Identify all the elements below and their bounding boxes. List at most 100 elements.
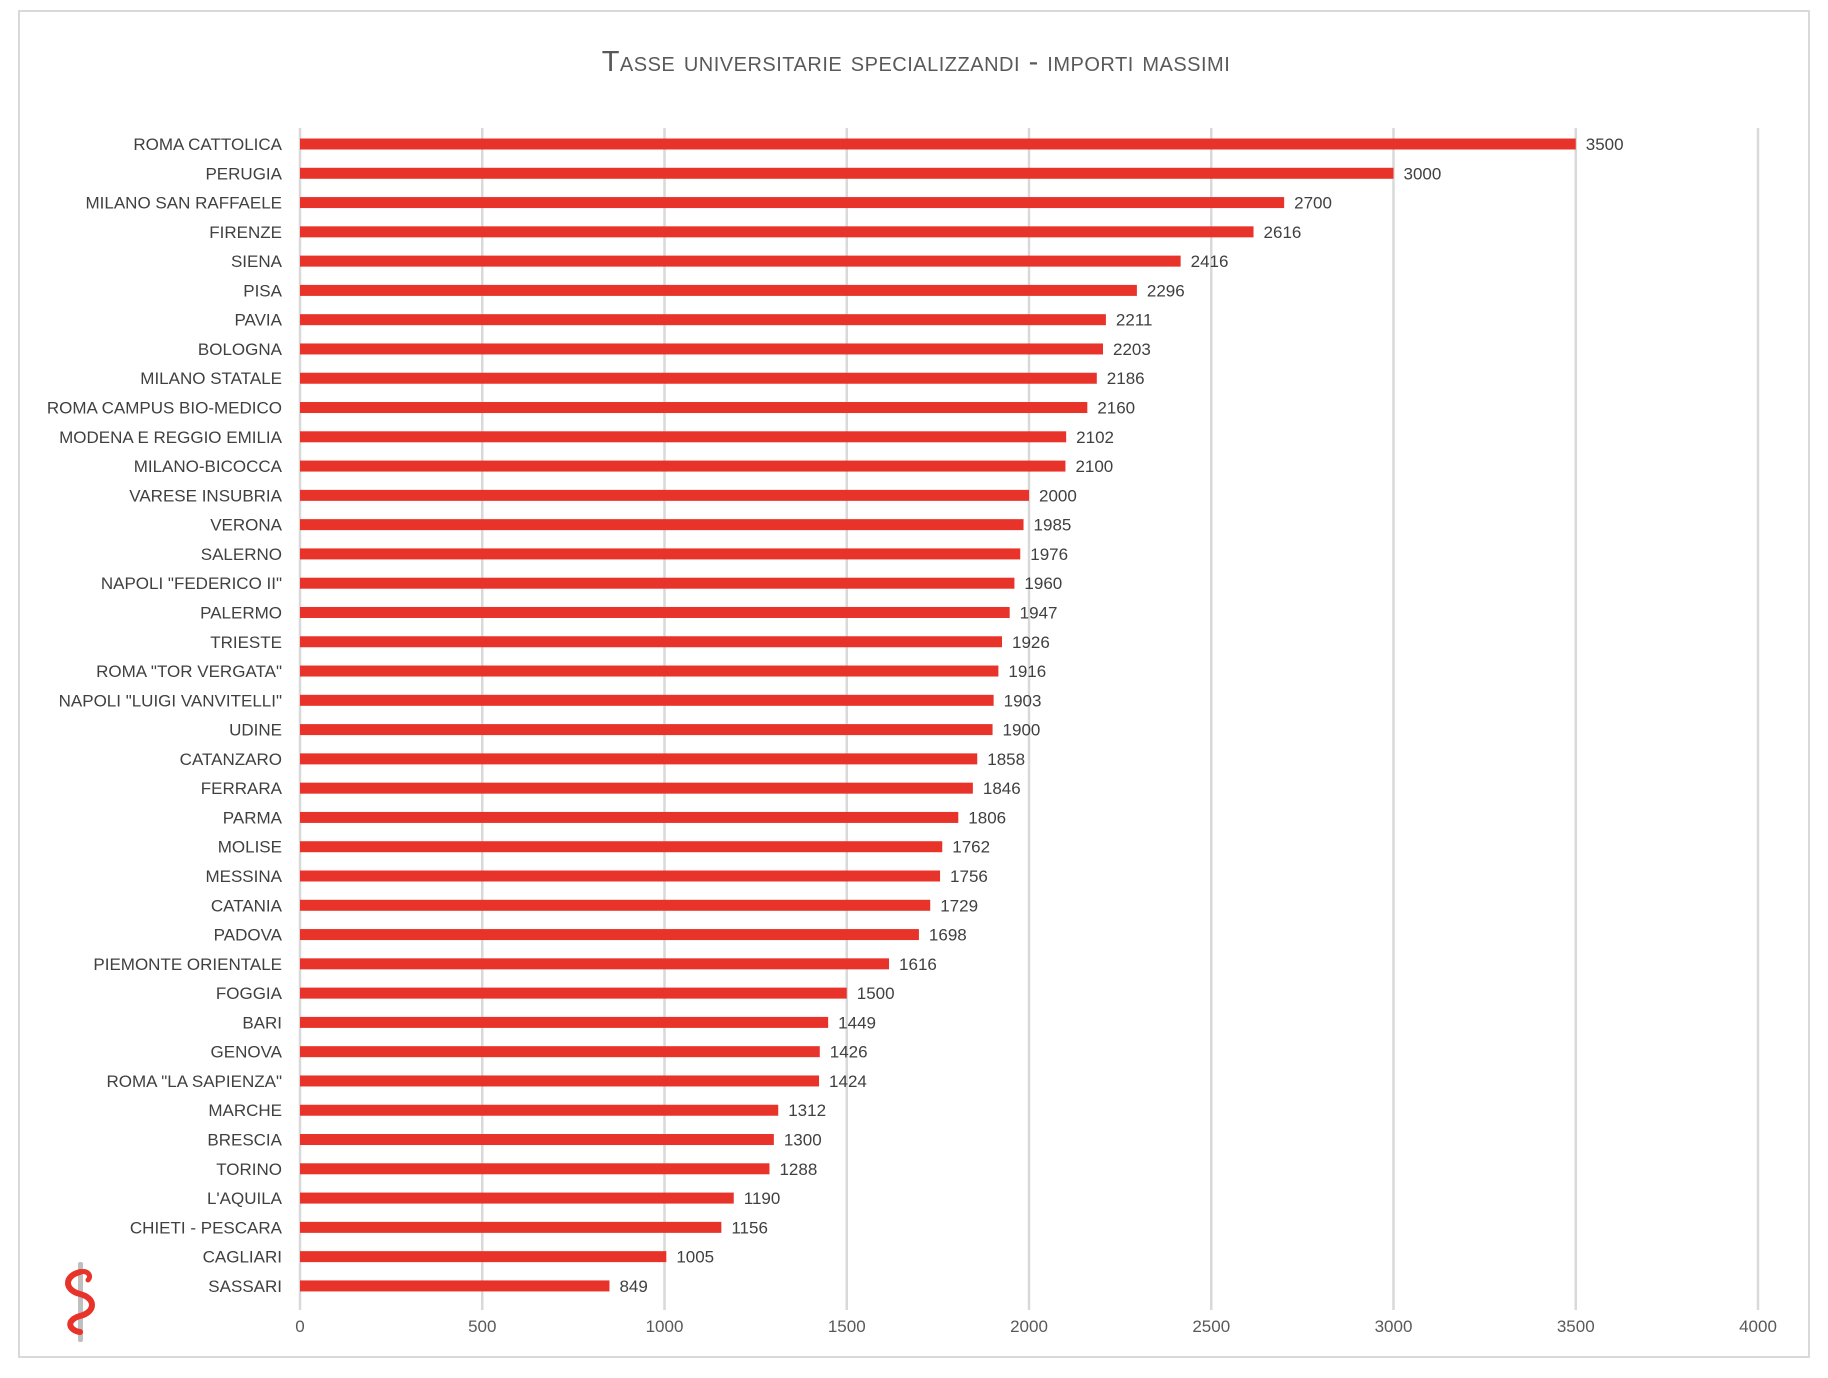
category-label: MOLISE <box>218 838 282 857</box>
category-label: MILANO-BICOCCA <box>134 457 283 476</box>
data-label: 1960 <box>1024 574 1062 593</box>
category-label: FIRENZE <box>209 223 282 242</box>
data-label: 1500 <box>857 984 895 1003</box>
bar <box>300 255 1181 267</box>
category-label: ROMA "TOR VERGATA" <box>96 662 282 681</box>
category-label: UDINE <box>229 721 282 740</box>
bar <box>300 694 994 706</box>
data-label: 2100 <box>1075 457 1113 476</box>
bar <box>300 1251 667 1263</box>
x-tick-label: 0 <box>295 1317 304 1336</box>
category-label: MESSINA <box>205 867 282 886</box>
x-tick-label: 4000 <box>1739 1317 1777 1336</box>
data-label: 2211 <box>1116 311 1153 330</box>
bar <box>300 811 959 823</box>
category-label: MODENA E REGGIO EMILIA <box>59 428 283 447</box>
data-label: 1190 <box>744 1189 781 1208</box>
bar <box>300 958 890 970</box>
category-label: TORINO <box>216 1160 282 1179</box>
data-label: 1449 <box>838 1013 876 1032</box>
category-label: CHIETI - PESCARA <box>130 1218 283 1237</box>
data-label: 1424 <box>829 1072 867 1091</box>
data-label: 2616 <box>1264 223 1302 242</box>
bar-chart: 0 500 1000 1500 2000 2500 3000 3500 4000 ROMA CAT… <box>47 128 1777 1336</box>
bar <box>300 167 1394 179</box>
category-label: CATANIA <box>211 896 283 915</box>
bar <box>300 402 1088 414</box>
bar <box>300 577 1015 589</box>
category-label: MARCHE <box>208 1101 282 1120</box>
bar <box>300 1280 610 1292</box>
category-label: CAGLIARI <box>203 1248 282 1267</box>
chart-title: Tasse universitarie specializzandi - imp… <box>601 46 1231 78</box>
category-label: TRIESTE <box>210 633 282 652</box>
category-label: PIEMONTE ORIENTALE <box>93 955 282 974</box>
category-label: PARMA <box>223 808 283 827</box>
data-label: 2160 <box>1097 399 1135 418</box>
category-label: PERUGIA <box>205 164 282 183</box>
x-tick-label: 3000 <box>1375 1317 1413 1336</box>
bar <box>300 1104 779 1116</box>
data-label: 1846 <box>983 779 1021 798</box>
bar <box>300 1046 820 1058</box>
data-label: 849 <box>619 1277 647 1296</box>
category-label: ROMA CATTOLICA <box>133 135 282 154</box>
bar <box>300 606 1010 618</box>
bar <box>300 489 1029 501</box>
bar <box>300 548 1021 560</box>
data-label: 1288 <box>779 1160 817 1179</box>
bar <box>300 665 999 677</box>
bar <box>300 1075 820 1087</box>
bar <box>300 929 919 941</box>
category-label: VARESE INSUBRIA <box>129 486 282 505</box>
category-label: PADOVA <box>214 926 283 945</box>
data-label: 1985 <box>1034 516 1072 535</box>
bar <box>300 841 943 853</box>
category-label: VERONA <box>210 516 282 535</box>
category-label: FERRARA <box>201 779 283 798</box>
bar <box>300 987 847 999</box>
category-label: ROMA CAMPUS BIO-MEDICO <box>47 399 282 418</box>
data-label: 1926 <box>1012 633 1050 652</box>
bar <box>300 782 973 794</box>
data-label: 2000 <box>1039 486 1077 505</box>
category-label: MILANO STATALE <box>140 369 282 388</box>
x-tick-label: 2000 <box>1010 1317 1048 1336</box>
x-tick-label: 500 <box>468 1317 496 1336</box>
bar <box>300 343 1103 355</box>
category-label: PISA <box>243 281 282 300</box>
x-tick-label: 1000 <box>646 1317 684 1336</box>
category-label: SALERNO <box>201 545 282 564</box>
category-label: L'AQUILA <box>207 1189 283 1208</box>
bar <box>300 197 1285 209</box>
data-label: 1858 <box>987 750 1025 769</box>
x-tick-label: 2500 <box>1192 1317 1230 1336</box>
data-label: 1005 <box>676 1248 714 1267</box>
data-label: 3500 <box>1586 135 1624 154</box>
data-label: 1312 <box>788 1101 826 1120</box>
data-label: 1806 <box>968 808 1006 827</box>
bar <box>300 372 1097 384</box>
data-label: 1698 <box>929 926 967 945</box>
data-label: 1903 <box>1004 691 1042 710</box>
category-label: GENOVA <box>211 1043 283 1062</box>
category-label: MILANO SAN RAFFAELE <box>86 194 283 213</box>
bar <box>300 1163 770 1175</box>
data-label: 2102 <box>1076 428 1114 447</box>
category-label: FOGGIA <box>216 984 283 1003</box>
data-label: 1426 <box>830 1043 868 1062</box>
data-label: 1756 <box>950 867 988 886</box>
bar <box>300 724 993 736</box>
x-tick-label: 1500 <box>828 1317 866 1336</box>
bar <box>300 460 1066 472</box>
bar <box>300 1134 774 1146</box>
category-label: NAPOLI "LUIGI VANVITELLI" <box>59 691 282 710</box>
caduceus-logo-icon <box>65 1262 95 1342</box>
bar <box>300 870 941 882</box>
category-label: ROMA "LA SAPIENZA" <box>106 1072 282 1091</box>
chart-frame: Tasse universitarie specializzandi - imp… <box>18 10 1810 1358</box>
data-label: 1300 <box>784 1131 822 1150</box>
bar <box>300 519 1024 531</box>
category-label: SASSARI <box>208 1277 282 1296</box>
category-label: BRESCIA <box>207 1131 282 1150</box>
